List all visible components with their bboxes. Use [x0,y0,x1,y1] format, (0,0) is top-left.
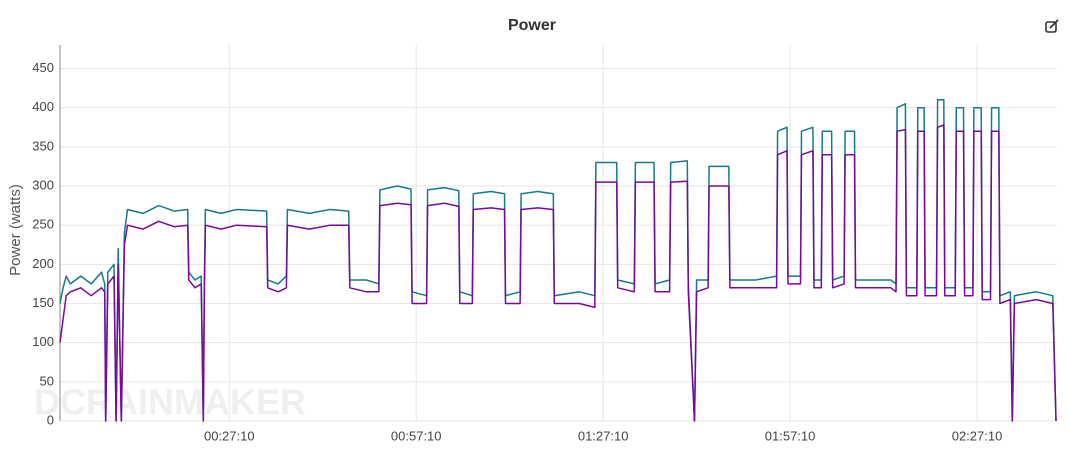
y-tick-label: 400 [32,99,54,114]
y-axis-label: Power (watts) [7,184,24,276]
y-tick-label: 200 [32,256,54,271]
chart-title: Power [508,17,556,34]
y-tick-label: 150 [32,295,54,310]
y-tick-label: 0 [47,412,54,427]
x-tick-label: 01:27:10 [578,428,629,443]
power-line [59,124,1057,422]
x-tick-label: 00:57:10 [391,428,442,443]
x-tick-label: 01:57:10 [765,428,816,443]
y-tick-label: 100 [32,334,54,349]
x-tick-label: 02:27:10 [952,428,1003,443]
y-tick-label: 50 [40,373,54,388]
y-tick-label: 300 [32,177,54,192]
y-tick-label: 350 [32,138,54,153]
y-tick-label: 450 [32,60,54,75]
y-tick-label: 250 [32,217,54,232]
watermark: DCRAINMAKER [34,382,306,423]
edit-icon[interactable] [1045,19,1059,33]
x-tick-label: 00:27:10 [204,428,255,443]
